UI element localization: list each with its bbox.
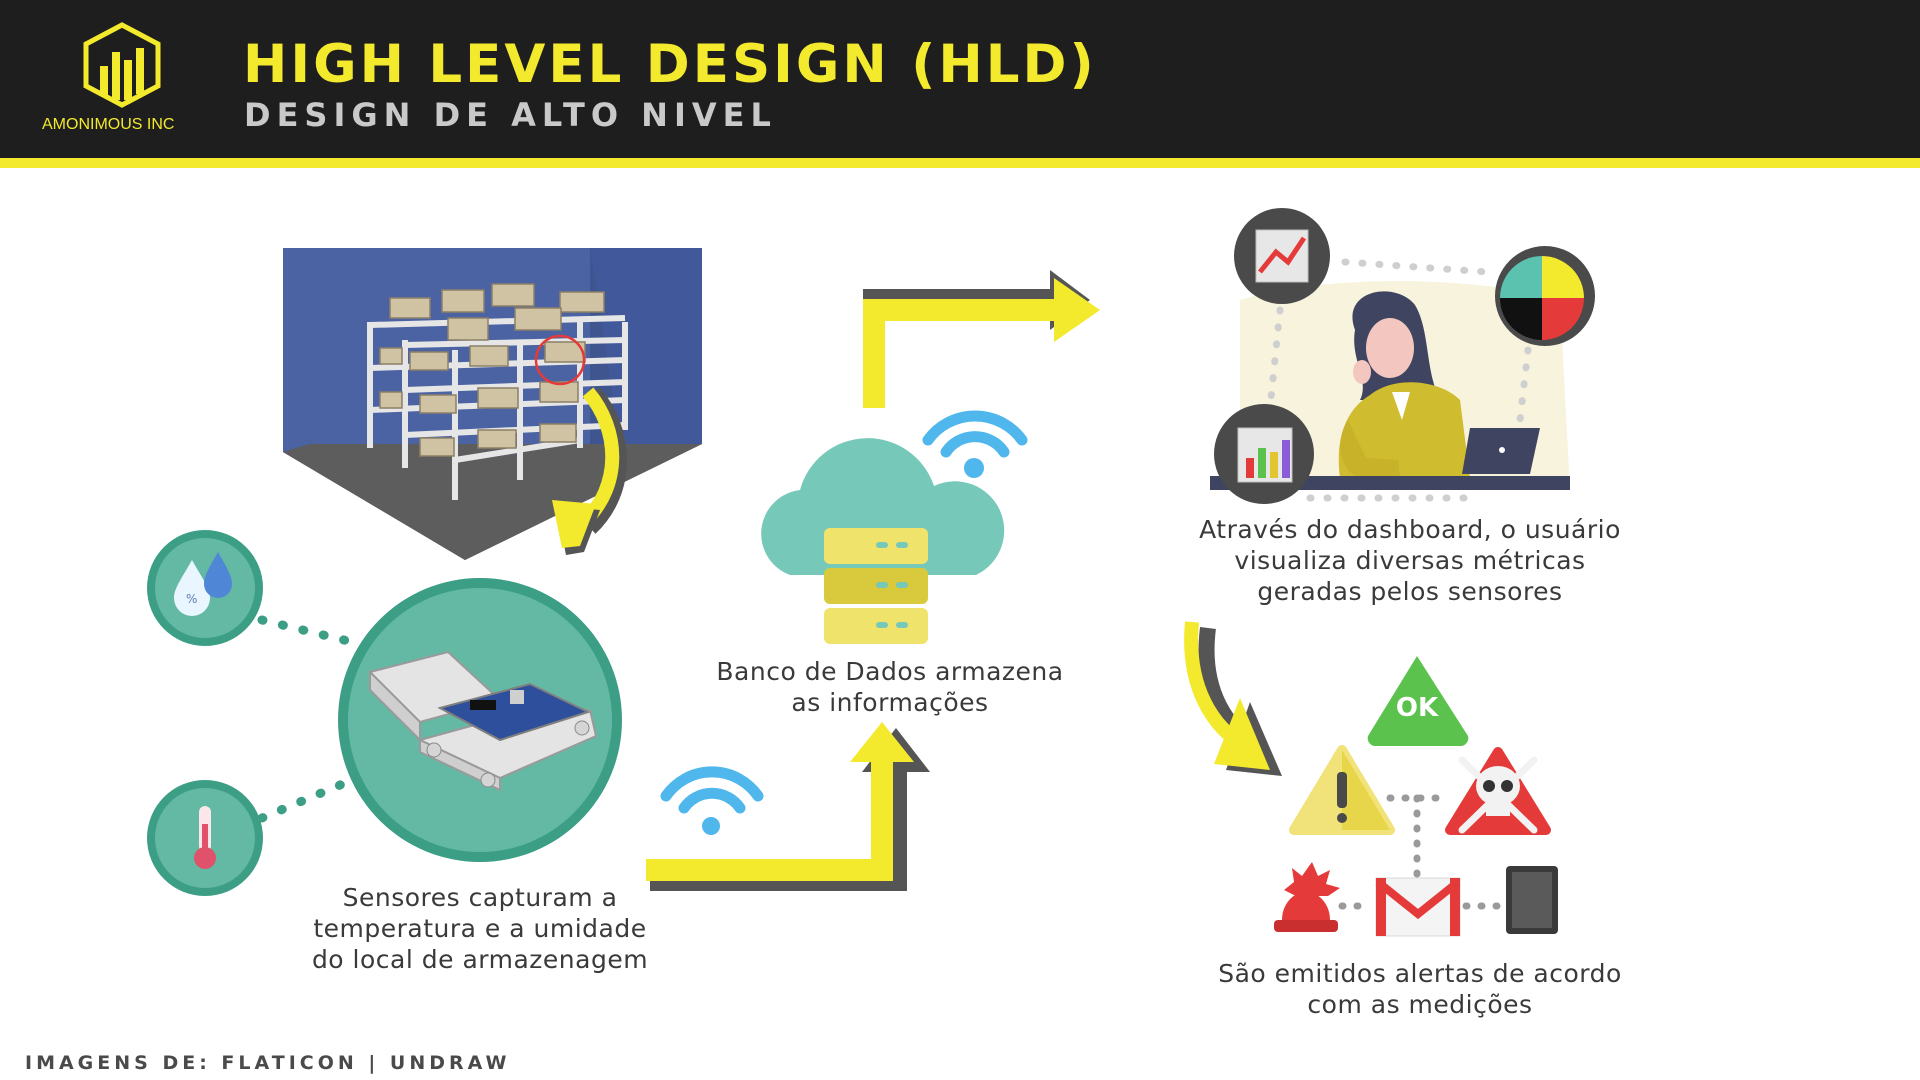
arrow-database-to-dashboard (863, 270, 1100, 408)
wifi-icon (922, 410, 1028, 478)
warehouse-illustration (283, 248, 702, 560)
danger-skull-icon (1445, 747, 1551, 835)
company-logo-icon (83, 22, 161, 108)
wifi-icon (660, 766, 764, 835)
line-chart-icon (1234, 208, 1330, 304)
user-avatar (1338, 291, 1470, 478)
ok-status-icon: OK (1367, 656, 1469, 746)
email-icon (1375, 877, 1461, 937)
arrow-dashboard-to-alerts (1184, 621, 1282, 776)
sensors-caption: Sensores capturam a temperatura e a umid… (311, 883, 649, 974)
warning-icon (1289, 745, 1395, 835)
tablet-icon (1506, 866, 1558, 934)
page-title: HIGH LEVEL DESIGN (HLD) (243, 34, 1097, 95)
siren-icon (1274, 862, 1340, 932)
thermometer-icon (147, 780, 263, 896)
pie-chart-icon (1495, 246, 1595, 346)
ok-badge-label: OK (1396, 693, 1439, 723)
svg-text:%: % (186, 592, 197, 606)
alerts-cluster (1338, 794, 1504, 910)
arrow-sensor-to-database (646, 722, 930, 891)
cloud-database-icon (761, 438, 1005, 644)
humidity-sensor-icon: % (147, 530, 263, 646)
dashboard-illustration (1210, 258, 1570, 502)
company-name: AMONIMOUS INC (42, 116, 175, 133)
sensor-device-icon (368, 650, 598, 792)
alerts-caption: São emitidos alertas de acordo com as me… (1218, 959, 1622, 1019)
database-caption: Banco de Dados armazena as informações (716, 657, 1064, 717)
image-credits: IMAGENS DE: FLATICON | UNDRAW (25, 1052, 511, 1074)
header-bar (0, 0, 1920, 158)
arrow-warehouse-to-sensor (552, 387, 627, 555)
header-accent-stripe (0, 158, 1920, 168)
dashboard-caption: Através do dashboard, o usuário visualiz… (1199, 515, 1621, 606)
page-subtitle: DESIGN DE ALTO NIVEL (244, 96, 777, 134)
sensor-hub (257, 578, 622, 862)
bar-chart-icon (1214, 404, 1314, 504)
sensor-location-marker (534, 334, 586, 386)
